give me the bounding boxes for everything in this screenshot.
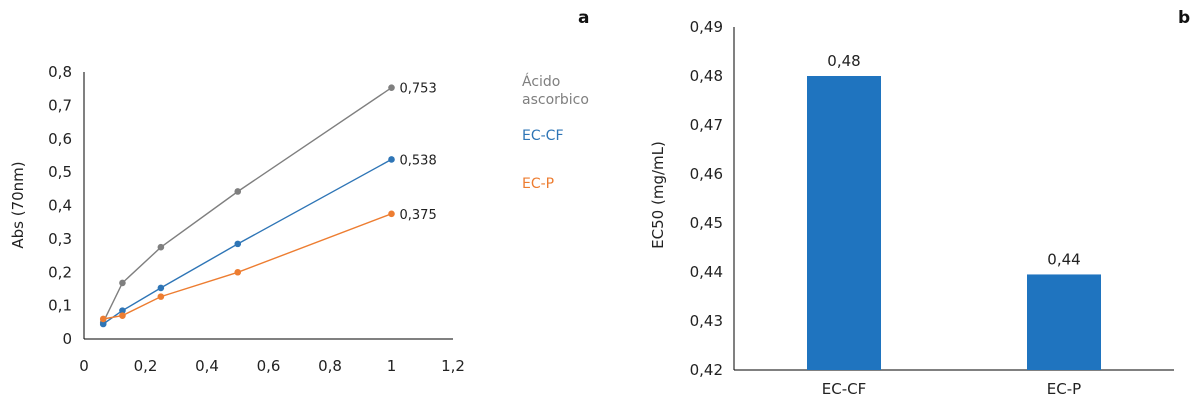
y-tick-label: 0,1 xyxy=(48,297,72,315)
y-tick-label: 0,49 xyxy=(690,18,723,36)
y-axis-title: Abs (70nm) xyxy=(9,161,27,248)
data-label: 0,48 xyxy=(827,52,860,70)
y-tick-label: 0,4 xyxy=(48,197,72,215)
y-tick-label: 0,6 xyxy=(48,130,72,148)
line-chart: 0 0,2 0,4 0,6 0,8 1 1,2 0 0,1 0,2 0,3 0,4 0,5 0,6 0,7 0… xyxy=(9,63,589,375)
data-point xyxy=(99,320,107,328)
series-line xyxy=(102,87,392,323)
data-point xyxy=(119,307,126,314)
y-tick-label: 0,48 xyxy=(690,67,723,85)
data-point xyxy=(119,279,126,287)
data-label: 0,538 xyxy=(400,153,437,168)
y-tick-label: 0,8 xyxy=(48,63,72,81)
bar xyxy=(1027,274,1101,370)
legend-item: EC-CF xyxy=(522,128,564,144)
data-point xyxy=(388,84,395,91)
panel-label-b: b xyxy=(1178,8,1191,28)
y-tick-label: 0 xyxy=(62,330,72,348)
y-tick-label: 0,3 xyxy=(48,230,72,248)
data-label: 0,753 xyxy=(400,82,437,97)
panel-label-a: a xyxy=(578,8,590,28)
x-tick-label: EC-CF xyxy=(822,380,866,398)
data-point xyxy=(388,210,395,218)
data-label: 0,375 xyxy=(400,208,437,223)
y-tick-label: 0,5 xyxy=(48,163,72,181)
data-point xyxy=(157,293,165,300)
x-tick-label: 0,6 xyxy=(257,357,281,375)
data-label: 0,44 xyxy=(1047,250,1080,268)
x-tick-label: 0,8 xyxy=(318,357,342,375)
legend-item: Ácido xyxy=(522,73,560,90)
legend-item: EC-P xyxy=(522,176,554,192)
bar xyxy=(807,76,881,370)
data-point xyxy=(234,268,242,276)
data-point xyxy=(234,188,242,195)
data-point xyxy=(99,315,107,323)
x-tick-label: 0,2 xyxy=(134,357,158,375)
x-tick-label: 1 xyxy=(387,357,397,375)
data-point xyxy=(157,243,165,251)
data-point xyxy=(157,284,165,292)
x-tick-label: 0 xyxy=(79,357,89,375)
y-tick-label: 0,47 xyxy=(690,116,723,134)
data-point xyxy=(388,156,395,163)
y-tick-label: 0,42 xyxy=(690,361,723,379)
y-axis-title: EC50 (mg/mL) xyxy=(649,141,667,249)
data-point xyxy=(234,240,242,248)
x-tick-label: EC-P xyxy=(1047,380,1081,398)
data-point xyxy=(119,312,126,319)
y-tick-label: 0,44 xyxy=(690,263,723,281)
y-tick-label: 0,43 xyxy=(690,312,723,330)
series-line xyxy=(103,213,392,320)
x-tick-label: 1,2 xyxy=(441,357,465,375)
x-tick-label: 0,4 xyxy=(195,357,219,375)
bar-chart: 0,42 0,43 0,44 0,45 0,46 0,47 0,48 0,49 EC50 (m… xyxy=(649,18,1174,398)
y-tick-label: 0,7 xyxy=(48,96,72,114)
y-tick-label: 0,46 xyxy=(690,165,723,183)
legend-item: ascorbico xyxy=(522,92,589,108)
y-tick-label: 0,2 xyxy=(48,263,72,281)
series-line xyxy=(102,158,392,325)
y-tick-label: 0,45 xyxy=(690,214,723,232)
